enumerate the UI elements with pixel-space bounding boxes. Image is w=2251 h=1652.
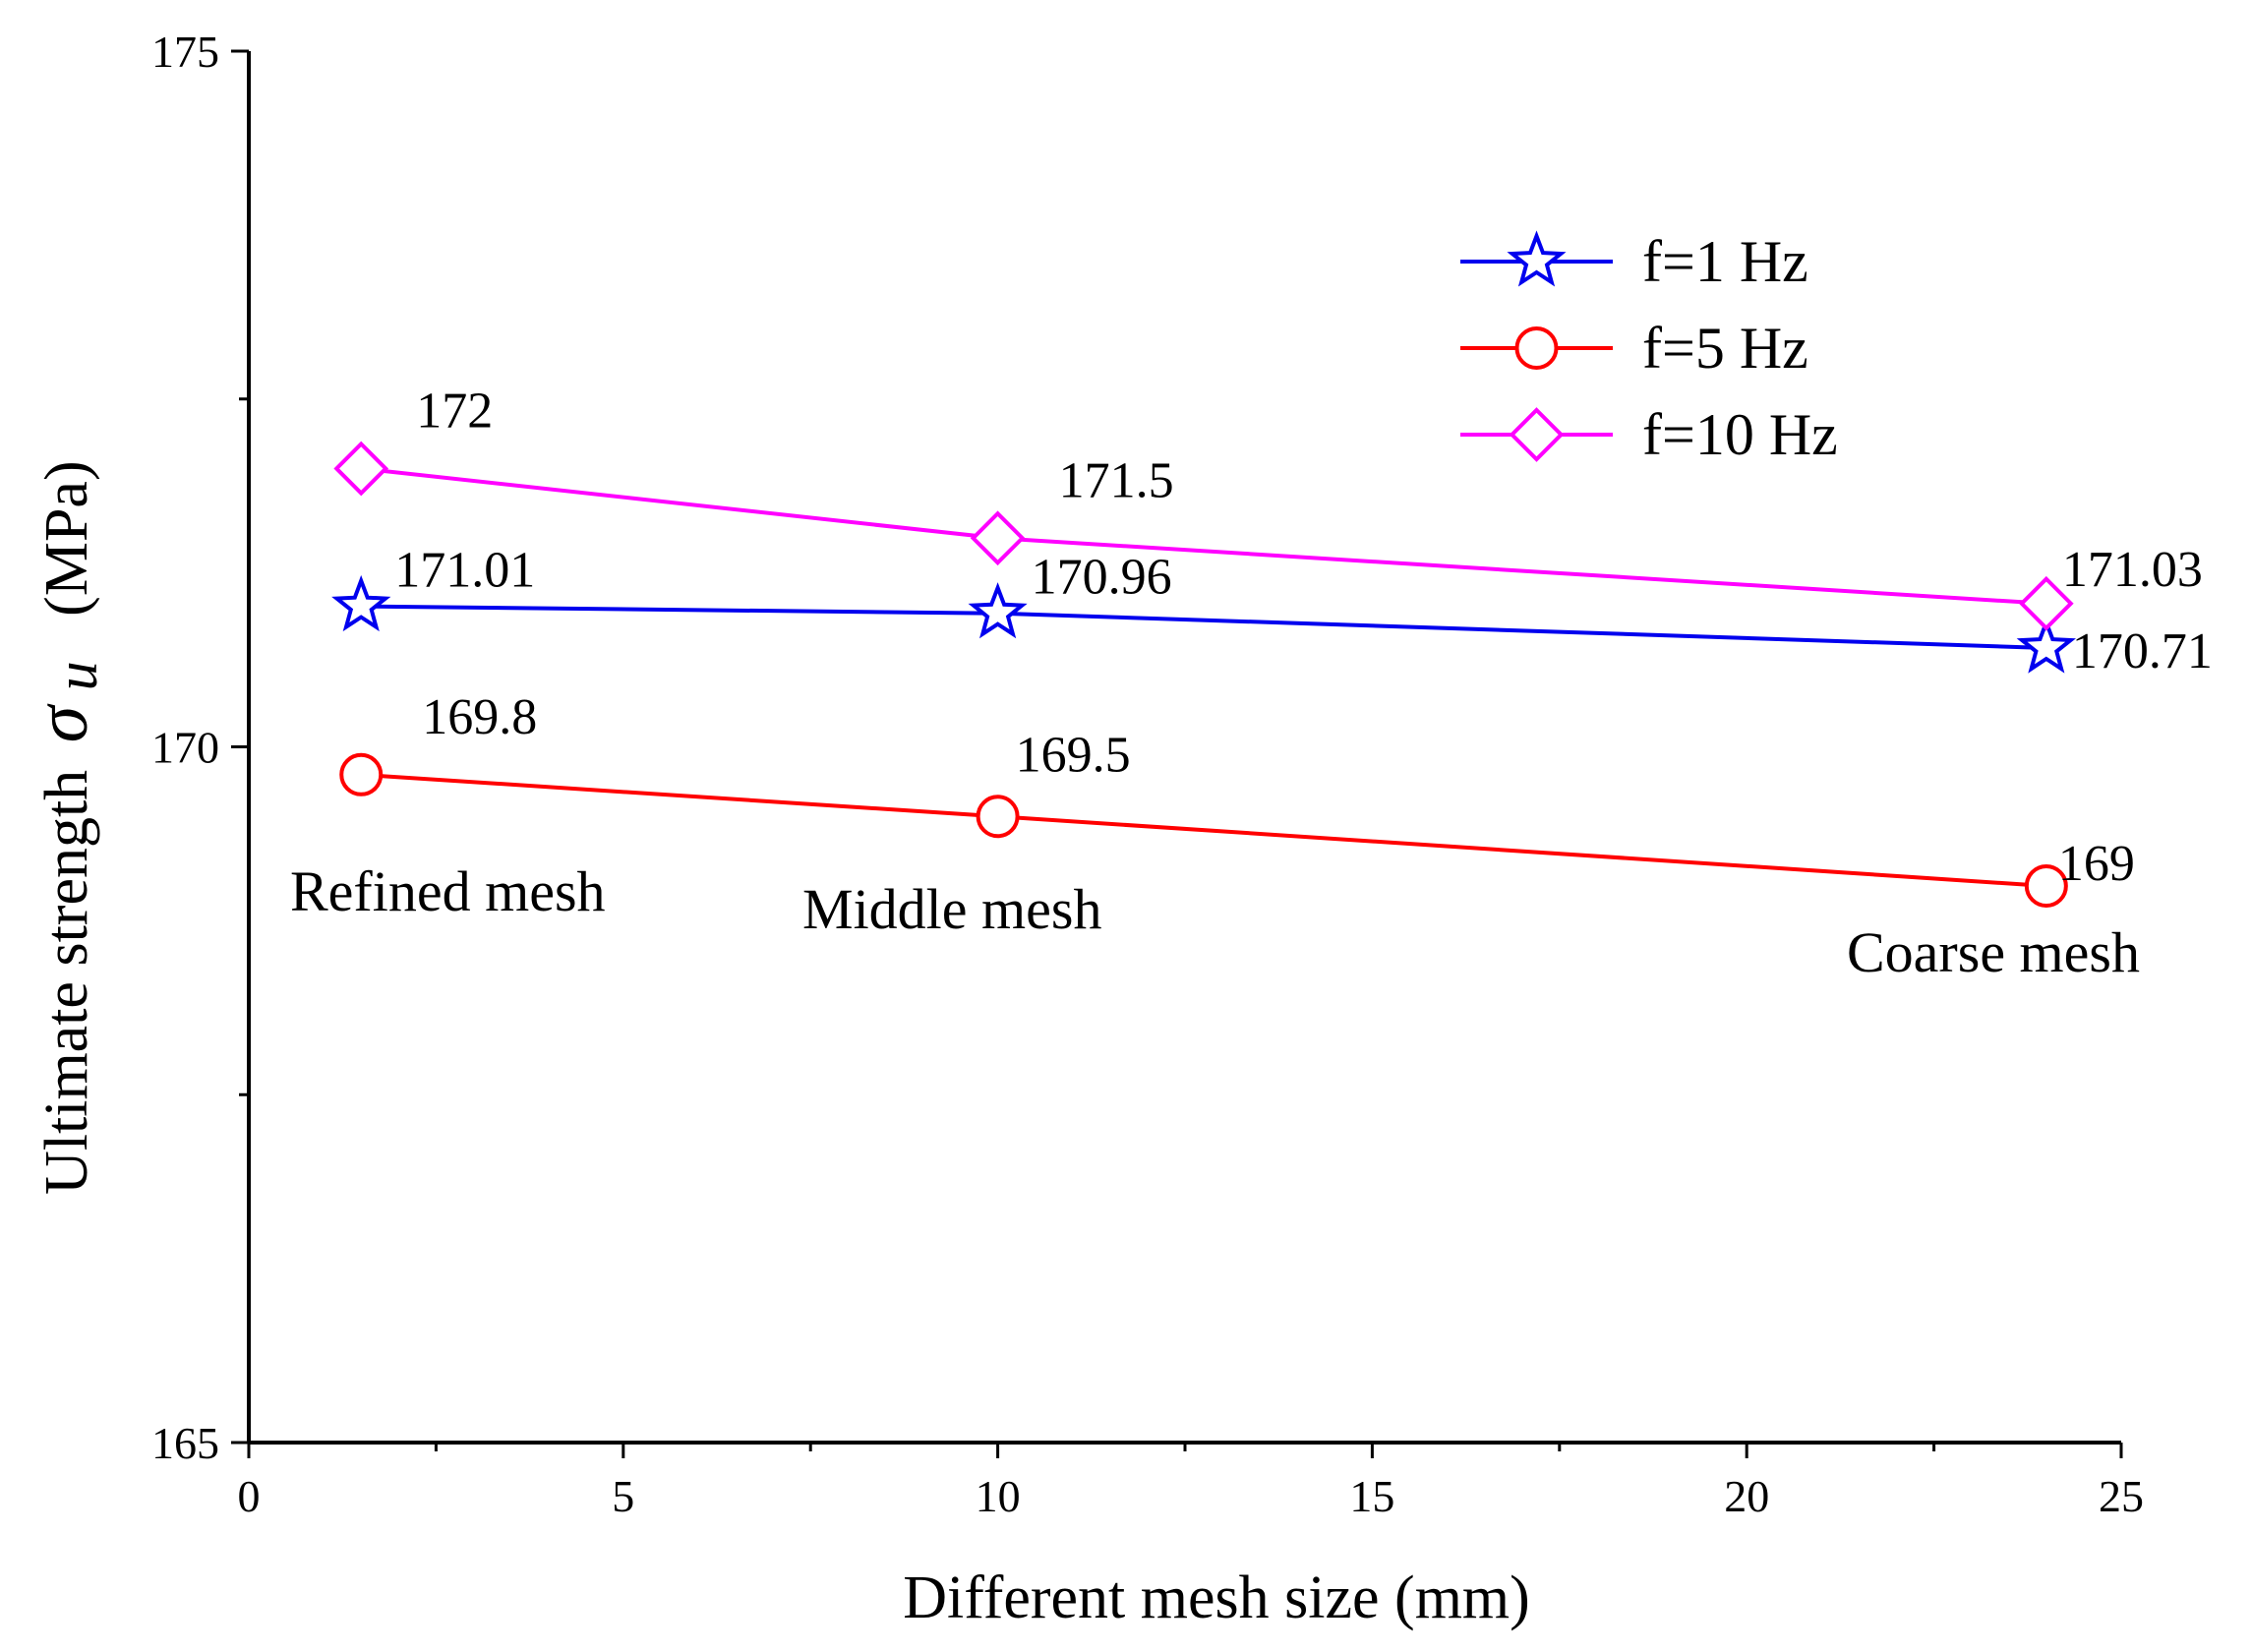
x-tick-label: 25 xyxy=(2099,1471,2144,1521)
ticks: 0 5 10 15 20 25 165 170 175 xyxy=(151,27,2144,1521)
y-axis-title: Ultimate strength σ u (MPa) xyxy=(21,460,110,1195)
data-label: 169.8 xyxy=(422,689,537,745)
x-tick-label: 0 xyxy=(238,1471,261,1521)
legend-item: f=1 Hz xyxy=(1460,229,1808,294)
x-tick-label: 20 xyxy=(1724,1471,1769,1521)
legend-marker xyxy=(1507,230,1567,287)
data-point xyxy=(2024,864,2068,908)
data-label: 172 xyxy=(416,384,493,440)
legend-marker xyxy=(1509,407,1565,462)
series-line xyxy=(361,772,2046,888)
data-point xyxy=(976,795,1020,839)
y-tick-label: 170 xyxy=(151,723,219,773)
y-tick-label: 175 xyxy=(151,27,219,77)
data-point xyxy=(2016,617,2076,674)
legend-label: f=1 Hz xyxy=(1642,229,1808,294)
data-label: 170.96 xyxy=(1032,550,1172,606)
data-point xyxy=(968,582,1028,639)
annotation-coarse-mesh: Coarse mesh xyxy=(1847,920,2140,984)
data-point xyxy=(339,752,384,796)
x-tick-label: 5 xyxy=(612,1471,634,1521)
annotation-refined-mesh: Refined mesh xyxy=(290,859,606,923)
series-f-5-hz xyxy=(339,752,2068,908)
data-label: 171.5 xyxy=(1059,452,1174,508)
data-label: 169 xyxy=(2058,836,2135,892)
data-label: 169.5 xyxy=(1016,727,1131,783)
x-axis-title: Different mesh size (mm) xyxy=(903,1564,1530,1631)
legend-item: f=10 Hz xyxy=(1460,402,1838,467)
legend-marker xyxy=(1514,326,1559,370)
series-line xyxy=(361,604,2046,650)
data-label: 171.01 xyxy=(394,543,535,599)
series-f-10-hz xyxy=(333,441,2074,631)
legend: f=1 Hz f=5 Hz f=10 Hz xyxy=(1460,229,1838,467)
data-point xyxy=(2019,575,2074,631)
y-tick-label: 165 xyxy=(151,1418,219,1468)
labels-layer: 171.01 170.96 170.71 169.8 169.5 169 172 171.5 1… xyxy=(394,384,2213,893)
svg-text:Ultimate strength σ: Ultimate strength σ u (MPa) xyxy=(21,460,110,1195)
series-f-1-hz xyxy=(331,574,2076,674)
data-point xyxy=(331,574,391,632)
series-line xyxy=(360,466,2046,606)
x-tick-label: 10 xyxy=(976,1471,1021,1521)
annotation-middle-mesh: Middle mesh xyxy=(802,877,1101,941)
x-tick-label: 15 xyxy=(1349,1471,1394,1521)
data-label: 171.03 xyxy=(2062,542,2203,598)
data-point xyxy=(333,441,389,497)
data-label: 170.71 xyxy=(2072,623,2213,679)
legend-label: f=10 Hz xyxy=(1642,402,1838,467)
axes xyxy=(247,51,2121,1445)
legend-item: f=5 Hz xyxy=(1460,316,1808,381)
data-point xyxy=(970,510,1026,566)
legend-label: f=5 Hz xyxy=(1642,316,1808,381)
series-layer xyxy=(331,441,2076,908)
